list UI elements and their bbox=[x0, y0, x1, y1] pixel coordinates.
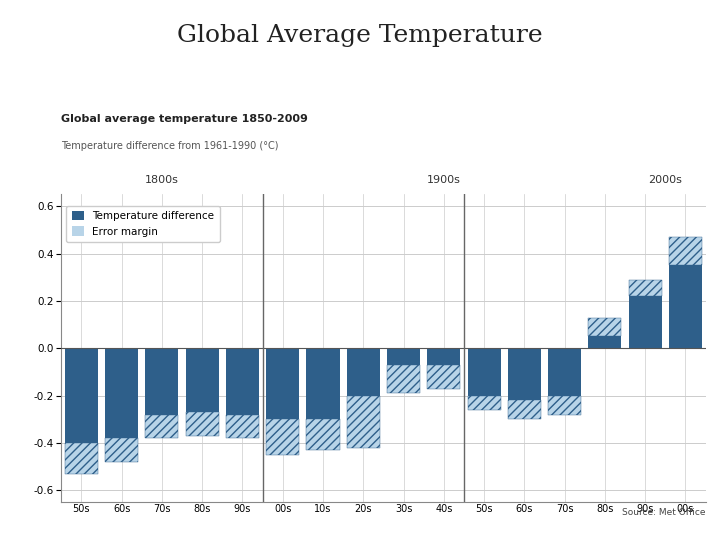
Bar bbox=[266, 348, 300, 455]
Bar bbox=[266, 348, 300, 420]
Bar bbox=[548, 396, 581, 415]
Bar bbox=[427, 348, 460, 389]
Bar bbox=[65, 443, 98, 474]
Text: 1900s: 1900s bbox=[427, 175, 461, 185]
Bar bbox=[467, 396, 500, 410]
Bar bbox=[307, 348, 340, 420]
Bar bbox=[669, 237, 702, 266]
Bar bbox=[588, 318, 621, 348]
Bar bbox=[226, 348, 259, 438]
Bar bbox=[629, 296, 662, 348]
Bar bbox=[186, 348, 219, 436]
Bar bbox=[588, 336, 621, 348]
Text: 2000s: 2000s bbox=[649, 175, 683, 185]
Bar bbox=[145, 415, 179, 438]
Bar bbox=[548, 348, 581, 415]
Text: Global average temperature 1850-2009: Global average temperature 1850-2009 bbox=[61, 114, 308, 124]
Bar bbox=[226, 415, 259, 438]
Bar bbox=[467, 348, 500, 396]
Text: Global Average Temperature: Global Average Temperature bbox=[177, 24, 543, 48]
Bar bbox=[105, 438, 138, 462]
Bar bbox=[145, 348, 179, 438]
Bar bbox=[105, 348, 138, 438]
Bar bbox=[347, 348, 379, 448]
Bar bbox=[669, 237, 702, 348]
Bar bbox=[508, 400, 541, 420]
Bar bbox=[588, 318, 621, 336]
Bar bbox=[427, 365, 460, 389]
Bar bbox=[105, 348, 138, 462]
Bar bbox=[347, 396, 379, 448]
Bar bbox=[387, 348, 420, 365]
Bar bbox=[508, 348, 541, 420]
Bar bbox=[266, 420, 300, 455]
Bar bbox=[186, 348, 219, 412]
Bar bbox=[145, 348, 179, 415]
Bar bbox=[427, 348, 460, 365]
Bar bbox=[629, 280, 662, 296]
Bar bbox=[65, 348, 98, 443]
Text: Temperature difference from 1961-1990 (°C): Temperature difference from 1961-1990 (°… bbox=[61, 141, 279, 151]
Bar bbox=[508, 348, 541, 400]
Bar bbox=[467, 348, 500, 410]
Text: Source: Met Office: Source: Met Office bbox=[622, 508, 706, 517]
Bar bbox=[186, 412, 219, 436]
Bar bbox=[629, 280, 662, 348]
Bar bbox=[387, 348, 420, 393]
Bar bbox=[307, 420, 340, 450]
Bar bbox=[387, 365, 420, 393]
Bar bbox=[347, 348, 379, 396]
Bar bbox=[307, 348, 340, 450]
Bar bbox=[226, 348, 259, 415]
Legend: Temperature difference, Error margin: Temperature difference, Error margin bbox=[66, 206, 220, 242]
Bar bbox=[669, 266, 702, 348]
Bar bbox=[548, 348, 581, 396]
Text: 1800s: 1800s bbox=[145, 175, 179, 185]
Bar bbox=[65, 348, 98, 474]
